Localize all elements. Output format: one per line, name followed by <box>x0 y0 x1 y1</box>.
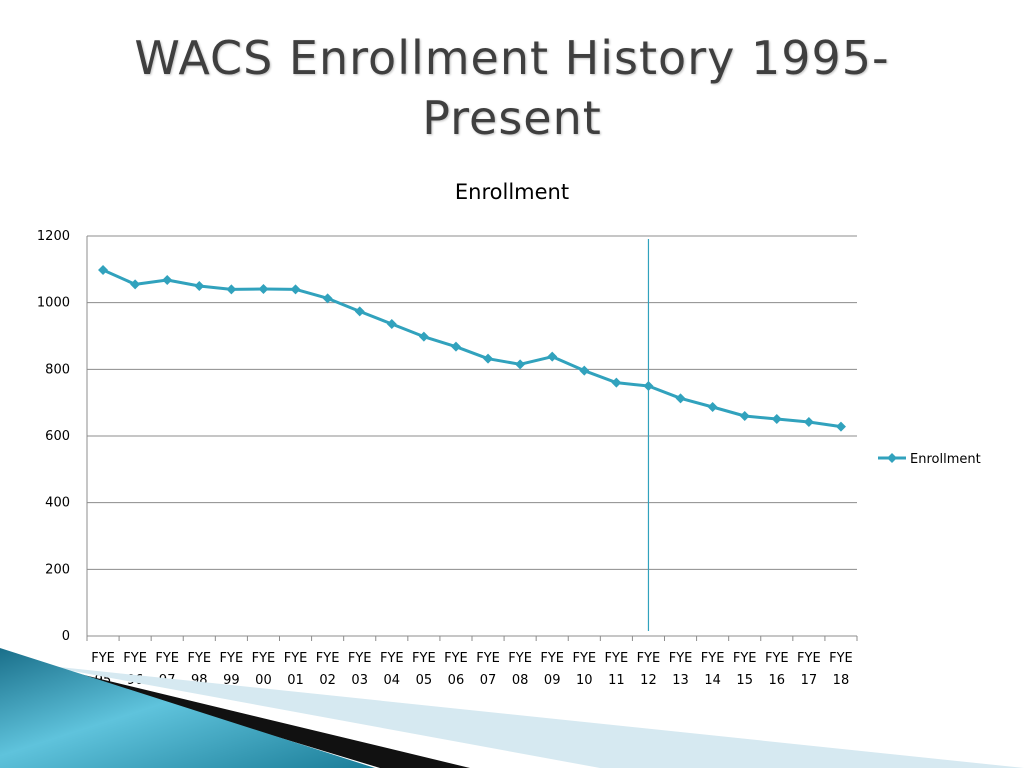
x-tick-label: FYE 08 <box>508 651 532 688</box>
gridlines <box>87 235 857 570</box>
swoosh-light-band <box>40 665 1024 768</box>
data-point <box>290 284 301 295</box>
data-point <box>450 341 461 352</box>
data-point <box>611 377 622 388</box>
data-point <box>803 417 814 427</box>
x-tick-label: FYE 18 <box>829 651 853 688</box>
y-tick-label: 800 <box>45 362 70 377</box>
data-point <box>194 281 205 291</box>
data-point <box>707 402 718 412</box>
data-point <box>322 293 333 304</box>
series-line-enrollment <box>102 268 842 429</box>
data-point <box>418 331 429 342</box>
x-tick-label: FYE 01 <box>284 651 308 688</box>
data-point <box>739 411 750 421</box>
data-point <box>675 393 686 404</box>
y-tick-label: 600 <box>45 429 70 444</box>
data-point <box>162 275 173 285</box>
data-point <box>515 359 526 370</box>
x-tick-label: FYE 17 <box>797 651 821 688</box>
data-point <box>835 421 846 432</box>
x-tick-label: FYE 05 <box>412 651 436 688</box>
y-tick-label: 1200 <box>37 229 70 244</box>
x-tick-label: FYE 10 <box>572 651 596 688</box>
data-point <box>354 306 365 317</box>
x-tick-label: FYE 12 <box>637 651 661 688</box>
x-tick-label: FYE 09 <box>540 651 564 688</box>
legend-label: Enrollment <box>910 452 981 467</box>
data-point <box>258 284 269 294</box>
data-point <box>226 284 237 295</box>
data-point <box>98 265 109 275</box>
data-point <box>579 365 590 376</box>
swoosh-teal-band <box>0 648 375 768</box>
data-point <box>643 381 654 391</box>
swoosh-dark-band <box>30 662 470 768</box>
y-tick-label: 0 <box>62 629 70 644</box>
x-tick-label: FYE 07 <box>476 651 500 688</box>
y-tick-label: 1000 <box>37 296 70 311</box>
x-tick-label: FYE 02 <box>316 651 340 688</box>
y-tick-label: 200 <box>45 562 70 577</box>
data-point <box>130 279 141 290</box>
axes: 020040060080010001200FYE95FYE96FYE97FYE9… <box>37 229 858 688</box>
slide-title-line-2: Present <box>422 91 602 145</box>
x-tick-label: FYE 03 <box>348 651 372 688</box>
x-tick-label: FYE 00 <box>252 651 276 688</box>
y-tick-label: 400 <box>45 496 70 511</box>
slide-title: WACS Enrollment History 1995- Present <box>0 28 1024 148</box>
x-tick-label: FYE 16 <box>765 651 789 688</box>
data-point <box>771 414 782 424</box>
slide-title-line-1: WACS Enrollment History 1995- <box>134 31 890 85</box>
x-tick-label: FYE 15 <box>733 651 757 688</box>
data-point <box>386 319 397 329</box>
x-tick-label: FYE 06 <box>444 651 468 688</box>
data-point <box>547 351 558 362</box>
chart-title: Enrollment <box>454 180 570 204</box>
x-tick-label: FYE 11 <box>605 651 629 688</box>
x-tick-label: FYE 14 <box>701 651 725 688</box>
series-enrollment <box>98 265 846 432</box>
x-tick-label: FYE 99 <box>220 651 244 688</box>
legend: Enrollment <box>878 452 981 467</box>
data-point <box>483 353 494 364</box>
x-tick-label: FYE 13 <box>669 651 693 688</box>
legend-marker <box>887 453 897 463</box>
x-tick-label: FYE 04 <box>380 651 404 688</box>
